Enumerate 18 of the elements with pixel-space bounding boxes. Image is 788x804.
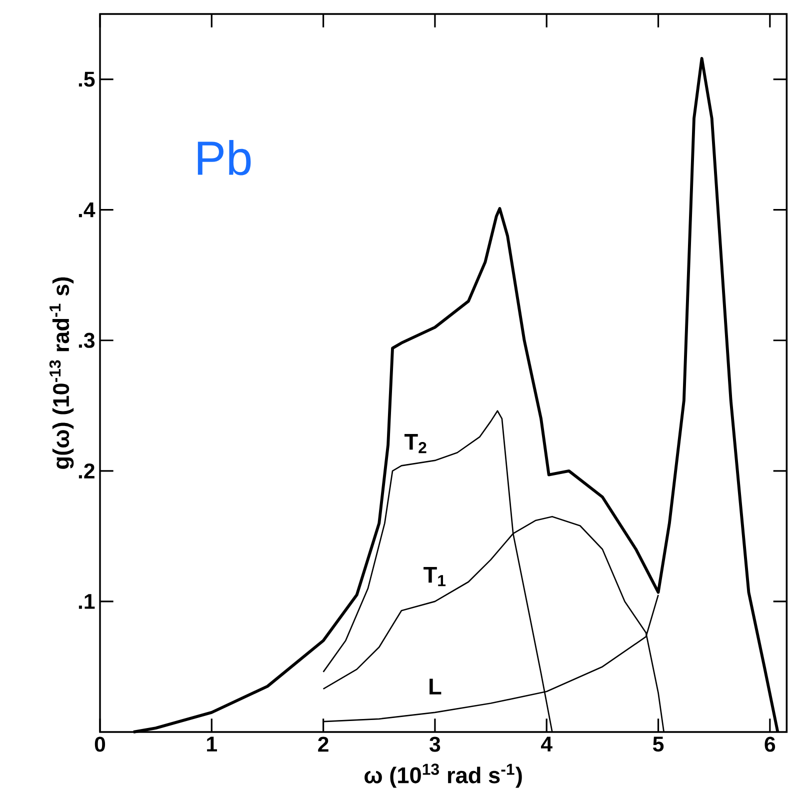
x-tick-label: 5	[652, 736, 664, 752]
y-axis-title: g(ω) (10$^{-13}$ rad$^{-1}$ s)	[49, 277, 74, 469]
series-label: L	[430, 678, 442, 694]
annotation: Pb	[198, 140, 251, 176]
y-tick-label: .2	[78, 463, 94, 478]
y-tick-label: .1	[78, 594, 95, 609]
x-tick-label: 1	[207, 736, 217, 752]
x-tick-label: 6	[764, 736, 776, 752]
x-tick-label: 2	[318, 736, 328, 752]
series-label: T$_{2}$	[404, 434, 426, 454]
x-tick-label: 0	[94, 736, 106, 752]
x-tick-label: 3	[430, 736, 440, 752]
y-tick-label: .5	[78, 72, 95, 87]
y-tick-label: .4	[78, 202, 96, 218]
x-axis-title: ω (10$^{13}$ rad s$^{-1}$)	[364, 764, 522, 788]
y-tick-label: .3	[78, 332, 95, 348]
series-label: T$_{1}$	[424, 567, 446, 586]
x-tick-label: 4	[540, 736, 552, 752]
